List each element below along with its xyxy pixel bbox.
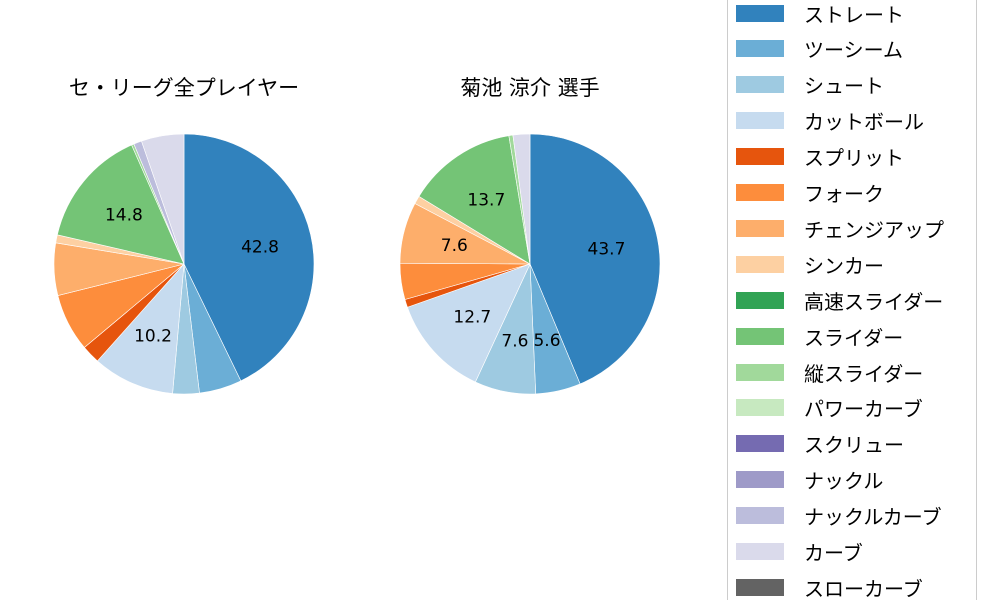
legend-swatch [736,291,784,309]
pie-slice-2-3 [407,263,531,383]
legend-item: 高速スライダー [736,290,943,314]
legend-swatch [736,4,784,22]
legend-swatch [736,578,784,596]
legend-swatch [736,255,784,273]
pie-data-label: 13.7 [467,190,505,210]
legend-label: フォーク [804,182,884,206]
pie-slice-1-3 [96,263,185,394]
legend-label: ナックル [804,469,884,494]
pie-data-label: 12.7 [453,307,491,327]
legend-item: シンカー [736,254,884,278]
pie-data-label: 10.2 [134,327,172,347]
legend-label: 縦スライダー [804,361,924,386]
legend-item: カットボール [736,110,924,134]
legend-swatch [736,399,784,417]
legend-item: スライダー [736,326,903,350]
legend-label: スプリット [804,146,904,171]
pie-slice-2-9 [418,135,531,265]
pie-data-label: 43.7 [588,240,626,260]
legend-item: フォーク [736,182,884,206]
legend-label: ナックルカーブ [804,505,942,530]
legend-swatch [736,40,784,58]
legend-swatch [736,76,784,94]
legend-item: ナックル [736,469,883,493]
legend-swatch [736,543,784,560]
legend-swatch [736,435,784,453]
legend-label: シュート [804,74,884,99]
legend-label: スローカーブ [804,576,923,600]
legend-label: カットボール [804,110,924,135]
legend-label: チェンジアップ [804,217,944,242]
legend-swatch [736,327,784,345]
legend-swatch [736,112,784,130]
pie-data-label: 14.8 [105,205,143,225]
pie-title-league: セ・リーグ全プレイヤー [68,76,300,100]
legend-item: シュート [736,74,884,98]
pie-data-label: 7.6 [441,236,468,256]
legend-swatch [736,219,784,237]
legend-item: パワーカーブ [736,397,923,421]
legend-item: ストレート [736,3,904,27]
legend-label: スライダー [804,325,904,350]
legend-label: シンカー [804,253,884,278]
legend-item: ツーシーム [736,38,903,62]
legend-swatch [736,471,784,489]
legend-item: スクリュー [736,433,904,457]
legend-item: 縦スライダー [736,362,923,386]
pie-slice-1-0 [183,133,315,382]
pie-title-player: 菊池 涼介 選手 [460,76,600,100]
legend-label: 高速スライダー [804,289,944,314]
pie-slice-2-15 [512,133,531,265]
legend-label: ツーシーム [804,38,903,63]
legend-swatch [736,184,784,201]
legend-label: パワーカーブ [804,397,923,422]
legend-swatch [736,363,784,381]
pie-data-label: 5.6 [533,331,560,351]
legend-label: スクリュー [804,433,904,458]
legend-item: ナックルカーブ [736,505,942,529]
legend-label: ストレート [804,2,904,27]
pie-data-label: 7.6 [501,332,528,352]
legend-item: カーブ [736,541,863,565]
pie-slice-1-9 [56,144,185,265]
legend-swatch [736,148,784,166]
pie-slice-1-15 [141,133,185,265]
pie-data-label: 42.8 [241,238,279,258]
legend-item: スプリット [736,146,904,170]
legend: ストレートツーシームシュートカットボール スプリットフォークチェンジアップ シンカー… [727,0,977,600]
legend-label: カーブ [804,541,863,565]
legend-item: チェンジアップ [736,218,944,242]
legend-item: スローカーブ [736,577,923,600]
pie-slice-2-0 [529,133,661,385]
legend-swatch [736,507,784,525]
